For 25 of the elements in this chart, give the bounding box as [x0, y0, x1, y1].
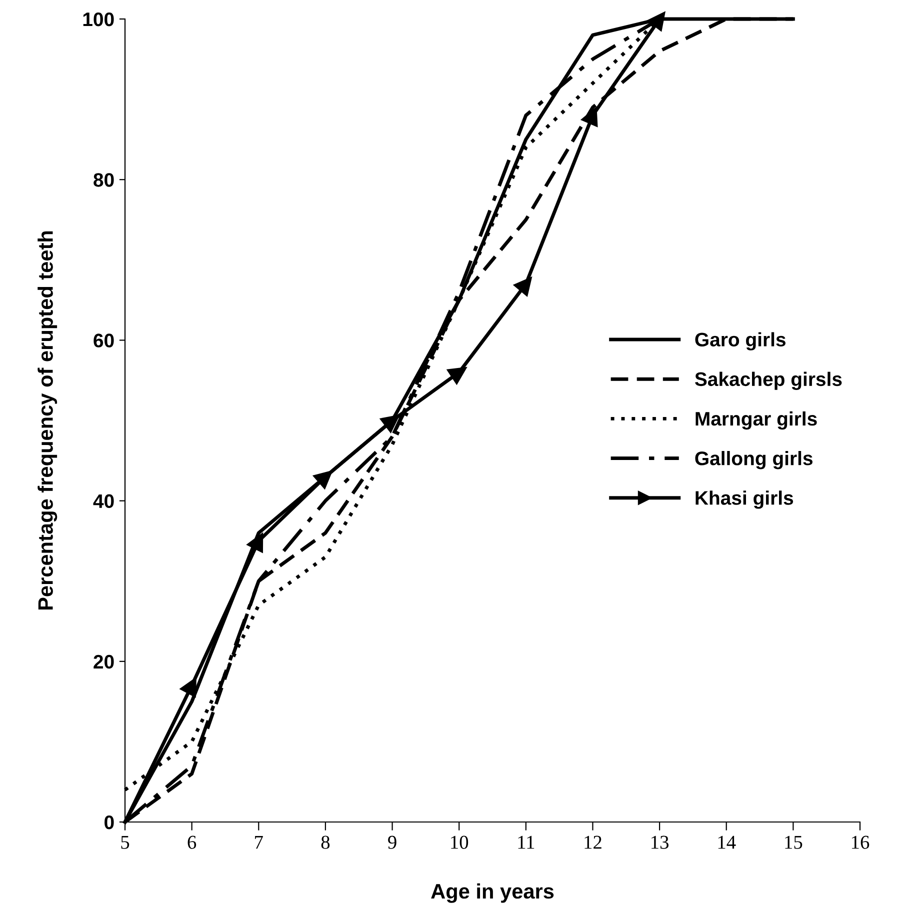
legend-label: Garo girls: [695, 332, 786, 350]
legend-label: Sakachep girsls: [694, 372, 842, 390]
legend-label: Khasi girls: [696, 490, 794, 509]
y-tick-label: 20: [94, 654, 114, 669]
y-tick-label: 80: [94, 173, 114, 187]
legend-label: Marngar girls: [696, 411, 817, 430]
y-tick-label: 100: [83, 12, 114, 26]
x-tick-label: 10: [451, 836, 468, 849]
y-tick-label: 0: [104, 815, 114, 830]
x-tick-label: 14: [718, 836, 736, 849]
x-tick-label: 13: [652, 836, 669, 849]
x-tick-label: 12: [584, 836, 602, 849]
legend-label: Gallong girls: [695, 450, 812, 470]
x-axis-title: Age in years: [431, 883, 554, 903]
x-tick-label: 8: [321, 836, 330, 849]
x-tick-label: 15: [785, 836, 802, 849]
y-axis-title: Percentage frequency of erupted teeth: [38, 231, 58, 610]
x-tick-label: 11: [518, 836, 534, 849]
x-tick-label: 7: [255, 836, 263, 849]
x-tick-label: 16: [852, 836, 870, 849]
y-tick-label: 60: [94, 334, 114, 348]
x-tick-label: 6: [188, 836, 196, 849]
x-tick-label: 9: [388, 836, 396, 849]
y-tick-label: 40: [93, 494, 114, 508]
x-tick-label: 5: [121, 836, 130, 849]
